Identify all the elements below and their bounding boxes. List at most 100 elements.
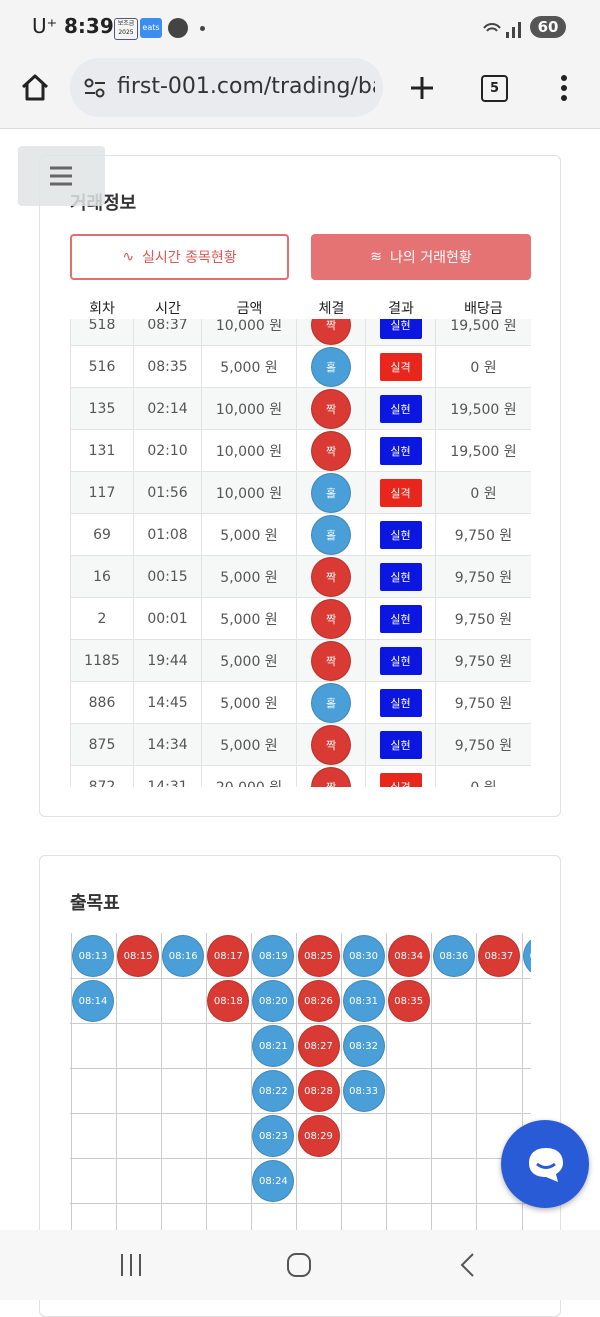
table-cell: 실격 [366,346,436,388]
table-cell: 실격 [366,766,436,787]
signal-icons [483,22,521,38]
app-badge: eats [140,18,162,38]
cell-text: 19,500 원 [450,319,517,334]
result-badge: 실현 [379,605,422,633]
table-cell: 홀 [297,472,366,514]
button-label: 실시간 종목현황 [142,250,237,266]
site-settings-icon[interactable] [84,78,106,98]
cell-text: 02:10 [147,443,188,459]
back-button[interactable] [458,1252,478,1278]
cell-text: 518 [88,319,116,333]
sidebar-toggle[interactable] [18,146,105,206]
home-button[interactable] [20,72,50,102]
table-cell: 131 [70,430,134,472]
my-trades-button[interactable]: ≋ 나의 거래현황 [311,234,531,280]
table-cell: 짝 [297,556,366,598]
bet-badge: 홀 [311,347,351,387]
table-cell: 1185 [70,640,134,682]
table-row: 516 08:35 5,000 원 홀 실격 0 원 [70,346,531,388]
url-text: first-001.com/trading/ba [117,74,375,99]
status-bar: U⁺ 8:39 보조금 2025 eats 60 [0,0,600,52]
new-tab-button[interactable] [408,74,436,102]
recent-apps-button[interactable] [118,1252,144,1278]
table-row: 2 00:01 5,000 원 짝 실현 9,750 원 [70,598,531,640]
result-badge: 실격 [379,353,422,381]
table-row: 518 08:37 10,000 원 짝 실현 19,500 원 [70,319,531,346]
cell-text: 02:14 [147,401,188,417]
table-cell: 19:44 [134,640,202,682]
table-cell: 16 [70,556,134,598]
table-cell: 01:08 [134,514,202,556]
cell-text: 08:35 [147,359,188,375]
table-cell: 짝 [297,598,366,640]
cell-text: 69 [93,527,111,543]
table-scroll: 518 08:37 10,000 원 짝 실현 19,500 원 516 08:35 5,000… [70,319,531,787]
grid-line [250,933,252,1233]
table-cell: 실현 [366,556,436,598]
result-badge: 실현 [379,319,422,339]
cell-text: 5,000 원 [220,528,278,544]
table-cell: 실격 [366,472,436,514]
bead-circle: 08:31 [342,980,385,1022]
bead-circle: 08:25 [297,935,340,977]
cell-text: 516 [88,359,116,375]
table-cell: 홀 [297,346,366,388]
app-badge: 보조금 2025 [114,18,138,40]
bet-badge: 짝 [311,599,351,639]
table-cell: 9,750 원 [436,514,531,556]
home-nav-button[interactable] [286,1252,312,1278]
table-cell: 886 [70,682,134,724]
table-cell: 14:34 [134,724,202,766]
table-row: 886 14:45 5,000 원 홀 실현 9,750 원 [70,682,531,724]
bead-circle: 08:22 [252,1070,295,1112]
clock: 8:39 [64,14,114,38]
table-cell: 872 [70,766,134,787]
table-cell: 0 원 [436,766,531,787]
table-cell: 117 [70,472,134,514]
bead-circle: 08:38 [523,935,531,977]
bead-circle: 08:21 [252,1025,295,1067]
grid-line [296,933,297,1233]
cell-text: 10,000 원 [215,486,283,502]
table-row: 117 01:56 10,000 원 홀 실격 0 원 [70,472,531,514]
bead-circle: 08:34 [387,935,430,977]
table-cell: 짝 [297,766,366,787]
grid-line [70,1203,531,1204]
cell-text: 9,750 원 [454,528,513,544]
bead-circle: 08:29 [297,1115,340,1157]
bet-badge: 홀 [311,683,351,723]
cell-text: 16 [93,569,111,585]
table-cell: 0 원 [436,346,531,388]
table-cell: 14:45 [134,682,202,724]
bet-badge: 짝 [311,725,351,765]
panel-title: 출목표 [70,893,120,914]
badge-text: 보조금 [117,20,135,27]
table-cell: 5,000 원 [202,556,297,598]
bead-circle: 08:17 [207,935,250,977]
tab-count[interactable]: 5 [481,75,508,102]
cell-text: 135 [88,401,116,417]
cell-text: 0 원 [470,486,497,502]
realtime-button[interactable]: ∿ 실시간 종목현황 [70,234,289,280]
cell-text: 14:31 [147,779,188,787]
menu-button[interactable] [558,74,570,104]
carrier: U⁺ [32,14,58,38]
bead-circle: 08:35 [387,980,430,1022]
result-badge: 실격 [379,773,422,787]
url-bar[interactable]: first-001.com/trading/ba [70,58,383,117]
bead-circle: 08:14 [72,980,114,1022]
grid-line [160,933,162,1233]
cell-text: 5,000 원 [220,612,278,628]
bead-grid: 08:13 08:14 08:15 08:16 08:17 08:18 08:19 08:20… [70,933,531,1233]
table-cell: 10,000 원 [202,319,297,346]
grid-line [70,1068,531,1069]
table-cell: 2 [70,598,134,640]
column-header: 결과 [388,301,414,317]
table-cell: 19,500 원 [436,319,531,346]
chat-button[interactable] [501,1120,589,1208]
bet-badge: 짝 [311,431,351,471]
bet-badge: 홀 [311,515,351,555]
bead-circle: 08:37 [477,935,520,977]
cell-text: 886 [88,695,116,711]
